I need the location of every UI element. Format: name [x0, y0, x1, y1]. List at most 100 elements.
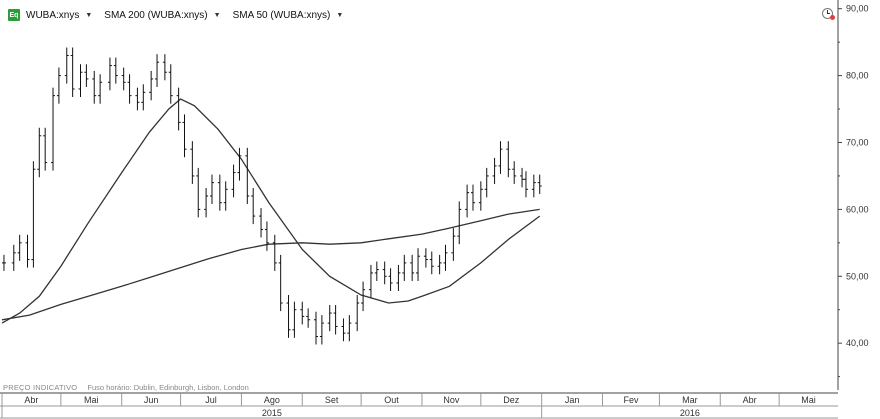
legend-item-sma200[interactable]: SMA 200 (WUBA:xnys) ▼ [104, 10, 220, 21]
price-bar [368, 264, 373, 298]
chart-legend: Eq WUBA:xnys ▼ SMA 200 (WUBA:xnys) ▼ SMA… [8, 8, 355, 22]
price-bar [121, 67, 126, 91]
price-bar [396, 264, 401, 291]
sma50-line [1, 98, 541, 324]
price-bar [347, 315, 352, 342]
price-bar [231, 164, 236, 198]
price-note: PREÇO INDICATIVO [3, 383, 78, 392]
month-label[interactable]: Ago [264, 395, 280, 405]
month-label[interactable]: Abr [743, 395, 757, 405]
legend-item-sma50[interactable]: SMA 50 (WUBA:xnys) ▼ [233, 10, 344, 21]
price-bar [537, 174, 542, 194]
month-label[interactable]: Fev [623, 395, 639, 405]
price-bar [470, 184, 475, 211]
price-bar [107, 57, 112, 91]
chart-footer: PREÇO INDICATIVO Fuso horário: Dublin, E… [3, 383, 249, 392]
price-bar [355, 295, 360, 332]
price-bar [135, 87, 140, 111]
price-bar [506, 141, 511, 178]
price-bar [237, 147, 242, 181]
y-tick-label: 60,00 [846, 204, 869, 214]
price-bar [437, 254, 442, 275]
y-axis[interactable]: 90,00 80,00 70,00 60,00 50,00 40,00 [838, 4, 869, 378]
price-bar [98, 74, 103, 104]
price-bar [313, 311, 318, 345]
legend-item-wuba[interactable]: WUBA:xnys ▼ [26, 10, 92, 21]
month-label[interactable]: Abr [24, 395, 38, 405]
price-bar [374, 261, 379, 281]
legend-label: WUBA:xnys [26, 9, 80, 21]
price-bar [457, 201, 462, 245]
chevron-down-icon: ▼ [336, 11, 344, 19]
price-bar [92, 70, 97, 104]
price-bar [31, 161, 36, 268]
price-bar [37, 127, 42, 178]
legend-label: SMA 50 (WUBA:xnys) [232, 9, 331, 21]
price-bar [319, 315, 324, 345]
clock-icon[interactable] [822, 8, 833, 19]
price-bar [217, 174, 222, 211]
month-label[interactable]: Jul [205, 395, 217, 405]
price-bar [498, 141, 503, 174]
month-label[interactable]: Nov [443, 395, 460, 405]
price-bar [512, 161, 517, 184]
month-label[interactable]: Set [325, 395, 339, 405]
price-bar [520, 167, 525, 188]
price-bar [333, 305, 338, 335]
y-tick-label: 40,00 [846, 338, 869, 348]
price-bar [196, 167, 201, 218]
price-bar [204, 187, 209, 218]
price-bar [127, 74, 132, 104]
x-axis[interactable]: Abr Mai Jun Jul Ago Set Out Nov Dez Jan Fev Mar Abr M… [0, 390, 880, 419]
chevron-down-icon: ▼ [213, 11, 221, 19]
price-bar [382, 261, 387, 285]
y-tick-label: 80,00 [846, 71, 869, 81]
month-label[interactable]: Jan [565, 395, 580, 405]
price-bar [423, 248, 428, 268]
price-bar [465, 184, 470, 218]
price-bar [292, 301, 297, 338]
month-label[interactable]: Mar [682, 395, 698, 405]
price-bar [182, 114, 187, 158]
price-bar [492, 157, 497, 184]
month-label[interactable]: Jun [144, 395, 159, 405]
price-bar [451, 228, 456, 261]
price-bar [484, 167, 489, 198]
month-label[interactable]: Mai [801, 395, 816, 405]
sma200-line [1, 208, 540, 321]
price-bar [11, 244, 16, 271]
month-label[interactable]: Out [384, 395, 399, 405]
price-bar [259, 208, 264, 238]
price-bar [416, 248, 421, 281]
price-bar [113, 57, 118, 84]
year-label[interactable]: 2015 [262, 408, 282, 418]
price-bar [245, 147, 250, 205]
price-bar [443, 244, 448, 271]
month-label[interactable]: Mai [84, 395, 99, 405]
price-bar [155, 54, 160, 87]
y-tick-label: 90,00 [846, 4, 869, 14]
price-bar [286, 295, 291, 338]
price-bar [17, 234, 22, 261]
price-bar [264, 221, 269, 251]
price-bar [51, 87, 56, 171]
price-bar [70, 47, 75, 97]
year-label[interactable]: 2016 [680, 408, 700, 418]
price-bar [410, 254, 415, 281]
y-tick-label: 50,00 [846, 271, 869, 281]
price-bar [478, 181, 483, 211]
price-bar [523, 171, 528, 198]
price-bar [361, 281, 366, 312]
chevron-down-icon: ▼ [85, 11, 93, 19]
month-label[interactable]: Dez [503, 395, 520, 405]
price-bar [25, 234, 30, 268]
price-bar [149, 70, 154, 101]
price-bar [272, 234, 277, 271]
plot-area [1, 0, 839, 390]
price-bar [78, 64, 83, 97]
price-bar [341, 318, 346, 342]
price-bar [251, 187, 256, 225]
price-bar [176, 87, 181, 131]
price-bar [209, 174, 214, 205]
